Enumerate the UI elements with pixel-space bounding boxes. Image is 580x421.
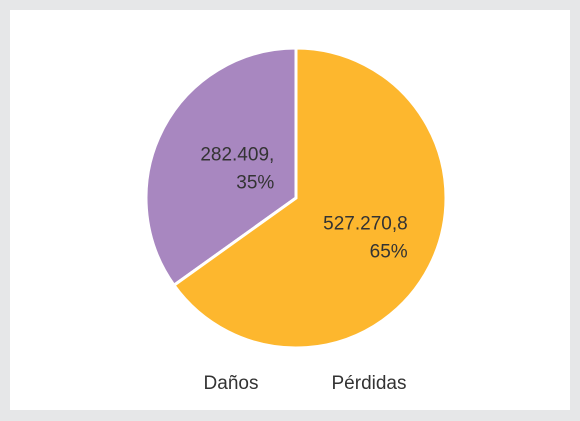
percent-label: 35% <box>236 173 274 194</box>
value-label: 282.409, <box>200 145 274 166</box>
pie-slice <box>144 46 298 288</box>
percent-label: 65% <box>370 241 408 262</box>
legend-entry: Daños <box>204 373 259 394</box>
legend-entry: Pérdidas <box>332 373 407 394</box>
value-label: 527.270,8 <box>323 213 408 234</box>
pie-slice <box>171 46 448 350</box>
